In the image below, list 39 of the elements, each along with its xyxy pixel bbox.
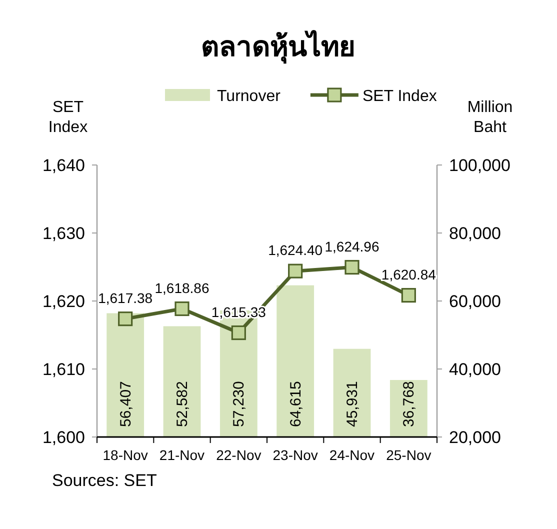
data-label: 1,617.38: [98, 290, 153, 306]
point: [401, 288, 416, 303]
data-label: 57,230: [230, 381, 248, 427]
data-label: 1,620.84: [381, 266, 436, 282]
y-tick-label: 1,640: [42, 156, 85, 175]
x-tick-label: 22-Nov: [216, 447, 262, 463]
chart-title: ตลาดหุ้นไทย: [201, 30, 355, 64]
y2-tick-label: 100,000: [449, 156, 510, 175]
point: [288, 264, 303, 278]
y2-tick-label: 40,000: [449, 360, 501, 379]
y-tick-label: 1,630: [42, 224, 85, 243]
y-tick-label: 1,610: [42, 360, 85, 379]
data-label: 36,768: [400, 381, 418, 427]
data-label: 45,931: [344, 381, 361, 427]
data-label: 64,615: [287, 381, 304, 427]
y-axis-title: SET Index: [48, 99, 88, 136]
y2-tick-label: 60,000: [449, 292, 501, 311]
data-label: 52,582: [174, 381, 191, 427]
x-tick-label: 23-Nov: [272, 447, 318, 463]
point: [344, 260, 360, 275]
point: [231, 325, 246, 340]
y2-tick-label: 80,000: [449, 224, 501, 243]
y-tick-label: 1,620: [42, 292, 85, 311]
data-label: 1,618.86: [154, 280, 210, 296]
x-tick-label: 25-Nov: [386, 447, 432, 463]
data-label: 1,624.96: [324, 238, 380, 254]
y-tick-label: 1,600: [42, 428, 85, 447]
x-tick-label: 24-Nov: [329, 447, 375, 463]
y2-axis-title: Million Baht: [467, 99, 513, 136]
x-tick-label: 18-Nov: [102, 447, 148, 463]
y2-tick-label: 20,000: [449, 428, 501, 447]
source-note: Sources: SET: [52, 471, 157, 490]
legend-label: SET Index: [362, 88, 437, 105]
data-label: 1,624.40: [268, 242, 323, 258]
point: [118, 312, 133, 326]
x-tick-label: 21-Nov: [159, 447, 205, 463]
data-label: 56,407: [117, 381, 134, 427]
legend-label: Turnover: [217, 88, 282, 105]
point: [174, 301, 190, 316]
